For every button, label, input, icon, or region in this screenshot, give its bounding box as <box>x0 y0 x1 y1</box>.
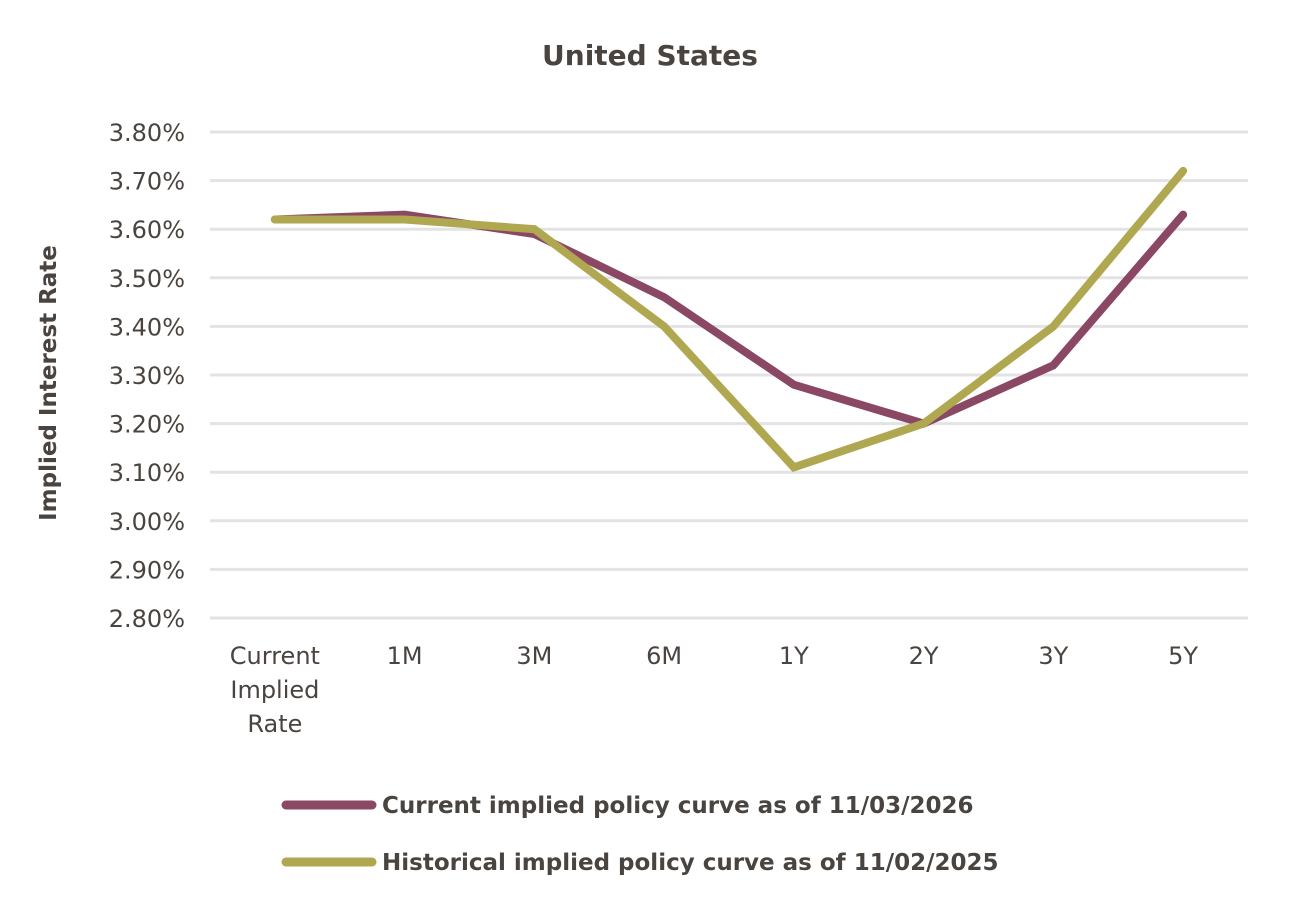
x-tick-label-line: 3M <box>516 642 552 670</box>
x-tick-label-line: 5Y <box>1168 642 1198 670</box>
y-tick-label: 3.10% <box>109 459 185 487</box>
legend-item: Current implied policy curve as of 11/03… <box>281 793 974 819</box>
data-point <box>404 214 406 216</box>
gridlines <box>210 130 1248 620</box>
y-tick-label: 2.90% <box>109 556 185 584</box>
y-tick-label: 3.80% <box>109 119 185 147</box>
chart-title: United States <box>542 39 758 72</box>
x-tick-label: 2Y <box>909 642 939 670</box>
y-tick-label: 3.30% <box>109 362 185 390</box>
data-point <box>1052 364 1054 366</box>
y-tick-label: 3.70% <box>109 168 185 196</box>
y-axis-ticks: 2.80% 2.90% 3.00% 3.10% 3.20% 3.30% 3.40% 3.50%… <box>109 119 185 633</box>
x-tick-label-line: 3Y <box>1038 642 1068 670</box>
x-tick-label: 5Y <box>1168 642 1198 670</box>
data-point <box>1182 214 1184 216</box>
data-point <box>404 218 406 220</box>
x-tick-label-line: 1Y <box>779 642 809 670</box>
x-tick-label: Current Implied Rate <box>230 642 320 738</box>
y-tick-label: 2.80% <box>109 605 185 633</box>
x-tick-label: 1M <box>387 642 423 670</box>
x-tick-label-line: Rate <box>247 710 302 738</box>
x-tick-label: 3Y <box>1038 642 1068 670</box>
x-tick-label-line: Current <box>230 642 320 670</box>
data-point <box>533 228 535 230</box>
x-tick-label-line: Implied <box>230 676 319 704</box>
legend: Current implied policy curve as of 11/03… <box>281 793 999 876</box>
legend-label: Current implied policy curve as of 11/03… <box>382 793 974 819</box>
x-tick-label-line: 6M <box>646 642 682 670</box>
data-point <box>793 384 795 386</box>
x-tick-label: 3M <box>516 642 552 670</box>
legend-label: Historical implied policy curve as of 11… <box>382 850 999 876</box>
y-axis-label: Implied Interest Rate <box>36 245 62 521</box>
y-tick-label: 3.20% <box>109 411 185 439</box>
y-tick-label: 3.60% <box>109 216 185 244</box>
data-point <box>793 466 795 468</box>
data-point <box>663 296 665 298</box>
data-point <box>663 325 665 327</box>
x-tick-label: 1Y <box>779 642 809 670</box>
legend-item: Historical implied policy curve as of 11… <box>281 850 999 876</box>
y-tick-label: 3.40% <box>109 313 185 341</box>
series-line-historical <box>270 166 1188 472</box>
x-tick-label: 6M <box>646 642 682 670</box>
data-point <box>1182 170 1184 172</box>
data-point <box>274 218 276 220</box>
data-point <box>923 423 925 425</box>
x-tick-label-line: 2Y <box>909 642 939 670</box>
x-axis-ticks: Current Implied Rate 1M 3M 6M 1Y 2Y 3Y 5Y <box>230 642 1199 738</box>
y-tick-label: 3.00% <box>109 508 185 536</box>
y-tick-label: 3.50% <box>109 265 185 293</box>
x-tick-label-line: 1M <box>387 642 423 670</box>
series-lines <box>270 166 1188 472</box>
data-point <box>1052 325 1054 327</box>
